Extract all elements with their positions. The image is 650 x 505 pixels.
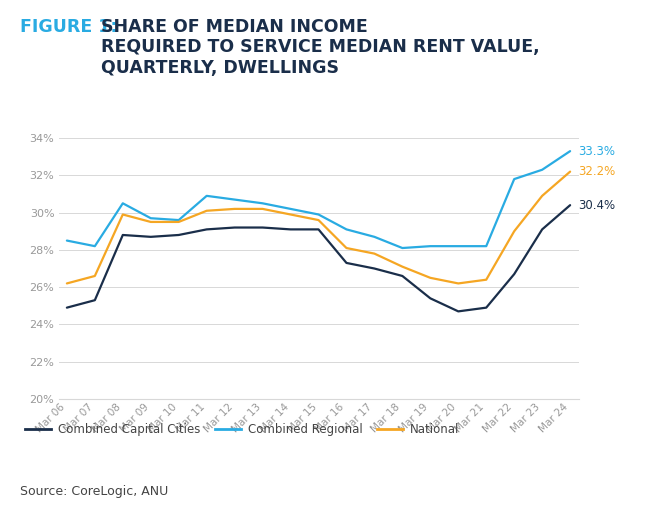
Legend: Combined Capital Cities, Combined Regional, National: Combined Capital Cities, Combined Region… [25, 423, 460, 436]
Text: 30.4%: 30.4% [578, 198, 616, 212]
Text: FIGURE 1:: FIGURE 1: [20, 18, 117, 36]
Text: Source: CoreLogic, ANU: Source: CoreLogic, ANU [20, 485, 168, 498]
Text: 32.2%: 32.2% [578, 165, 616, 178]
Text: 33.3%: 33.3% [578, 144, 616, 158]
Text: SHARE OF MEDIAN INCOME
REQUIRED TO SERVICE MEDIAN RENT VALUE,
QUARTERLY, DWELLIN: SHARE OF MEDIAN INCOME REQUIRED TO SERVI… [101, 18, 540, 77]
